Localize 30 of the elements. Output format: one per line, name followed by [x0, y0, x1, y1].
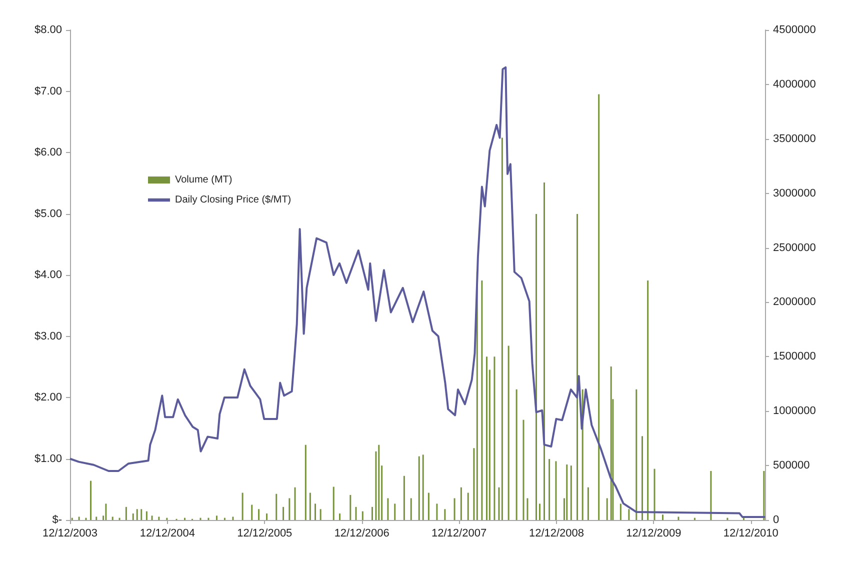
legend-label: Daily Closing Price ($/MT) [175, 194, 292, 206]
y-tick-label: $4.00 [34, 269, 62, 281]
x-tick-label: 12/12/2004 [140, 528, 195, 540]
legend-label: Volume (MT) [175, 174, 232, 186]
y2-tick-label: 4500000 [773, 24, 816, 36]
y2-tick-label: 0 [773, 514, 780, 526]
y2-tick-label: 1000000 [773, 405, 816, 418]
x-tick-label: 12/12/2009 [626, 528, 682, 540]
y-tick-label: $7.00 [34, 85, 62, 98]
y-tick-label: $2.00 [34, 392, 62, 404]
y-tick-label: $3.00 [34, 330, 62, 342]
y2-tick-label: 2500000 [773, 242, 816, 254]
y2-tick-label: 4000000 [773, 78, 816, 90]
x-tick-label: 12/12/2005 [237, 528, 292, 540]
y2-tick-label: 3000000 [773, 187, 816, 200]
x-tick-label: 12/12/2007 [432, 528, 487, 540]
y-tick-label: $8.00 [34, 24, 62, 36]
y2-tick-label: 2000000 [773, 296, 816, 308]
line-series [69, 66, 766, 518]
x-tick-label: 12/12/2003 [42, 528, 98, 540]
y-tick-label: $- [52, 514, 62, 526]
x-tick-label: 12/12/2006 [334, 528, 390, 540]
y2-tick-label: 1500000 [773, 350, 816, 363]
y2-tick-label: 500000 [773, 460, 810, 472]
x-tick-label: 12/12/2010 [723, 528, 778, 540]
x-tick-label: 12/12/2008 [528, 528, 584, 540]
y2-tick-label: 3500000 [773, 132, 816, 145]
y-tick-label: $1.00 [34, 452, 62, 465]
y-tick-label: $6.00 [34, 146, 62, 158]
y-tick-label: $5.00 [34, 208, 62, 220]
